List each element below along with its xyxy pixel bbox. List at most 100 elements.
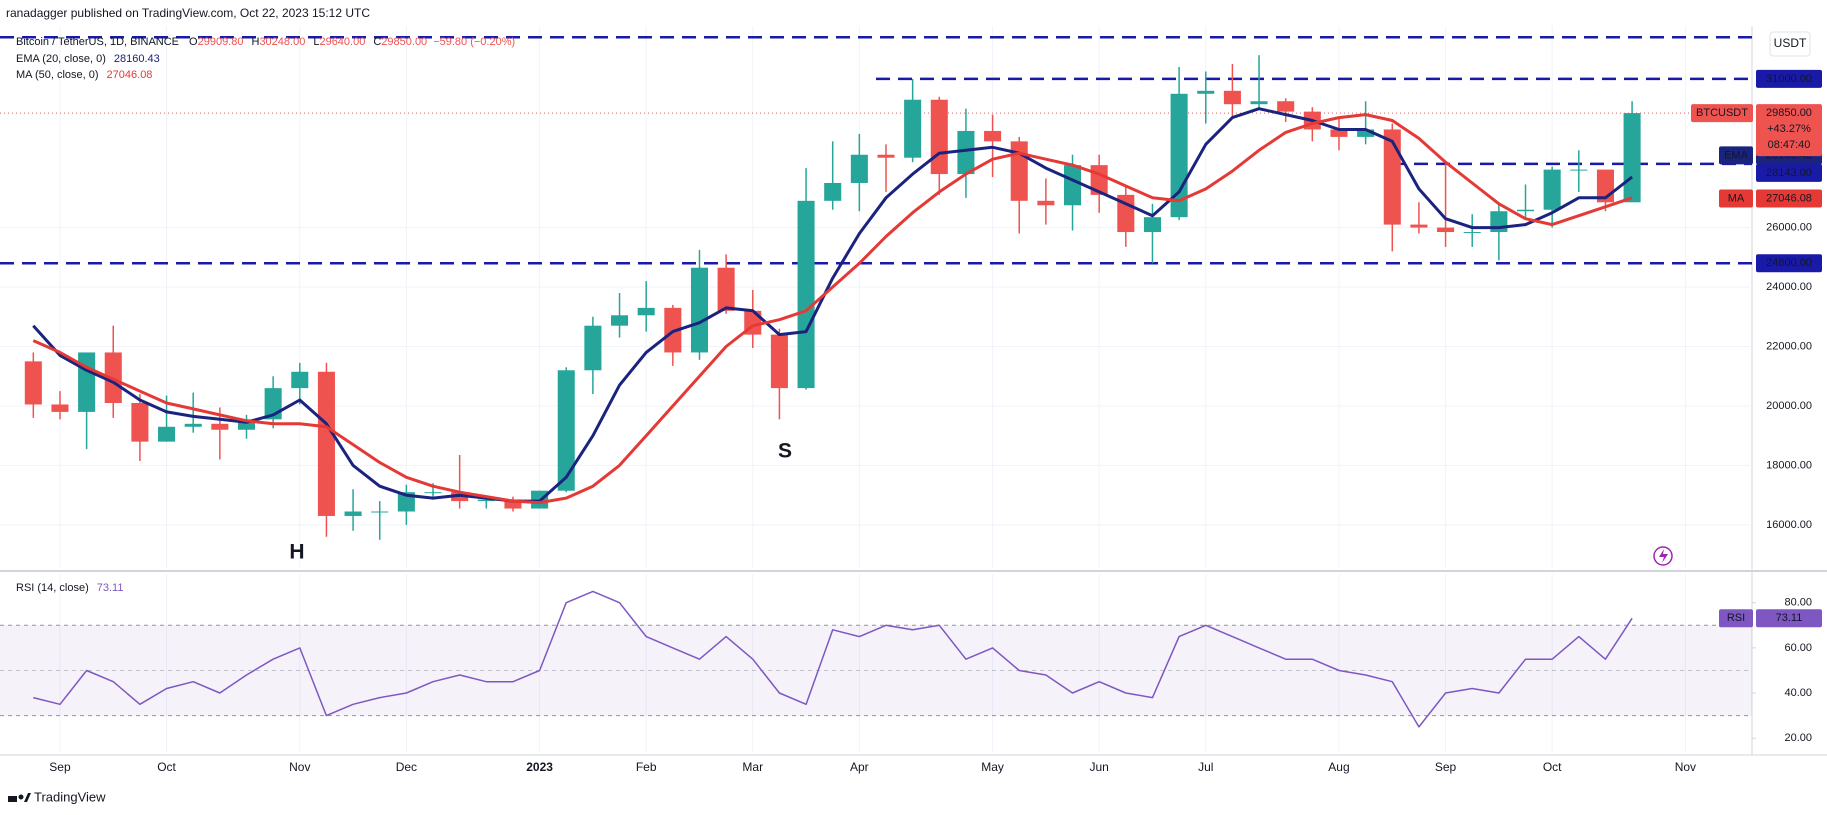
candle-body [1383, 129, 1401, 225]
last-price-badge [1756, 104, 1822, 157]
candle-body [291, 371, 309, 389]
x-tick-label: Oct [1543, 760, 1562, 774]
price-badge-label: 27046.08 [1766, 192, 1812, 204]
candle-body [770, 334, 788, 389]
candle-body [1063, 165, 1082, 206]
candle-body [78, 352, 96, 412]
ohlc-value: 29640.00 [319, 36, 365, 48]
x-tick-label: Feb [636, 760, 657, 774]
footer-brand: TradingView [34, 789, 106, 804]
indicator-line [32, 107, 1634, 503]
x-tick-label: 2023 [526, 760, 553, 774]
rsi-badge-value: 73.11 [1776, 612, 1803, 624]
candle-body [1143, 217, 1161, 233]
last-price-change: +43.27% [1767, 123, 1811, 135]
y-tick-label: 22000.00 [1766, 340, 1812, 352]
candle-body [158, 426, 176, 442]
price-badge [1756, 163, 1822, 182]
ohlc-key: H [251, 36, 259, 48]
candle-body [51, 404, 69, 412]
symbol-legend: Bitcoin / TetherUS, 1D, BINANCE O29909.80… [16, 36, 515, 48]
price-badge-label: 24800.00 [1766, 257, 1812, 269]
x-tick-label: Mar [742, 760, 763, 774]
logo-part [18, 794, 24, 800]
ohlc-value: 30248.00 [259, 36, 305, 48]
y-tick-label: 24000.00 [1766, 281, 1812, 293]
candle-body [1277, 101, 1295, 112]
rsi-badge [1756, 609, 1822, 628]
rsi-title: RSI (14, close) [16, 582, 89, 594]
candle-body [1197, 90, 1215, 94]
indicator-value: 27046.08 [107, 69, 153, 81]
candle-body [611, 315, 629, 326]
candle-body [211, 423, 229, 430]
currency-box [1769, 31, 1811, 57]
rsi-value: 73.11 [97, 582, 124, 594]
publisher-line: ranadagger published on TradingView.com,… [6, 6, 370, 20]
logo-part [24, 793, 31, 802]
rsi-name-box [1719, 609, 1753, 628]
y-tick-label: 26000.00 [1766, 221, 1812, 233]
ohlc-key: L [313, 36, 319, 48]
rsi-line [33, 590, 1633, 728]
y-tick-label: 18000.00 [1766, 459, 1812, 471]
indicator-name: MA (50, close, 0) [16, 69, 99, 81]
candle-body [557, 370, 575, 491]
candle-body [824, 182, 842, 201]
rsi-tick-label: 40.00 [1784, 687, 1812, 699]
x-tick-label: Aug [1328, 760, 1349, 774]
candle-body [1570, 169, 1588, 171]
x-tick-label: Jun [1089, 760, 1108, 774]
candle-body [504, 499, 522, 509]
alert-icon-bolt [1659, 549, 1668, 563]
pattern-label: S [778, 440, 792, 463]
rsi-tick-label: 20.00 [1784, 732, 1812, 744]
candle-body [957, 130, 975, 175]
currency: USDT [1774, 36, 1807, 50]
candle-body [1516, 209, 1535, 212]
symbol-name: Bitcoin / TetherUS, 1D, BINANCE [16, 36, 179, 48]
symbol-box [1691, 104, 1753, 123]
alert-icon[interactable] [1653, 546, 1673, 566]
indicator-name: EMA (20, close, 0) [16, 53, 106, 65]
x-tick-label: Nov [289, 760, 310, 774]
footer-logo [8, 793, 31, 802]
rsi-name: RSI [1727, 612, 1745, 624]
candle-body [237, 419, 256, 430]
candle-body [637, 307, 655, 316]
candle-body [1357, 129, 1375, 137]
price-badge-label: 28143.00 [1766, 167, 1812, 179]
price-badge [1756, 69, 1822, 88]
candle-body [1463, 232, 1481, 234]
candle-body [584, 325, 602, 371]
candle-body [1410, 224, 1428, 228]
candle-body [1037, 200, 1055, 206]
badge-name-box [1719, 146, 1753, 165]
candle-body [1437, 227, 1455, 233]
y-tick-label: 16000.00 [1766, 519, 1812, 531]
candle-body [690, 267, 709, 353]
ohlc-value: 29909.80 [198, 36, 244, 48]
candle-body [424, 492, 442, 494]
rsi-legend: RSI (14, close) 73.11 [16, 582, 123, 594]
badge-name-box [1719, 189, 1753, 208]
ohlc-key: O [189, 36, 198, 48]
x-tick-label: Apr [850, 760, 869, 774]
candle-body [184, 423, 202, 427]
last-price-value: 29850.00 [1766, 107, 1812, 119]
y-tick-label: 20000.00 [1766, 400, 1812, 412]
candle-body [717, 267, 735, 311]
indicator-legend: EMA (20, close, 0) 28160.43 [16, 53, 160, 65]
candle-body [850, 154, 868, 183]
ohlc-key: C [373, 36, 381, 48]
badge-name: MA [1728, 192, 1745, 204]
x-tick-label: May [981, 760, 1004, 774]
ohlc-value: 29850.00 [381, 36, 427, 48]
rsi-band-fill [0, 625, 1752, 716]
candle-body [317, 371, 335, 516]
candle-body [371, 511, 389, 513]
rsi-tick-label: 60.00 [1784, 642, 1812, 654]
x-tick-label: Oct [157, 760, 176, 774]
candle-body [477, 499, 495, 502]
